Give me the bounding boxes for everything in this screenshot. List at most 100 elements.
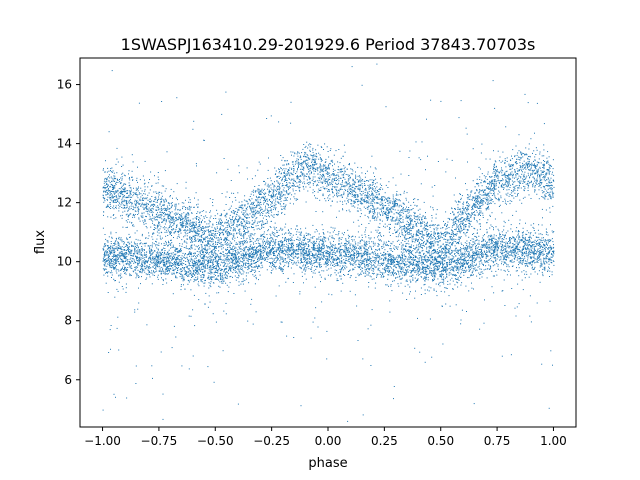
data-point [464,251,466,253]
data-point [373,237,375,239]
data-point [303,254,304,256]
data-point [201,263,203,265]
data-point [272,240,274,242]
data-point [375,249,377,250]
data-point [390,266,391,268]
data-point [245,241,246,243]
data-point [534,266,536,268]
data-point [206,252,207,254]
data-point [494,246,495,248]
data-point [184,271,186,273]
data-point [472,255,473,256]
data-point [470,247,472,249]
data-point [344,243,346,244]
data-point [141,261,143,263]
data-point [307,253,309,255]
data-point [333,263,335,265]
data-point [543,268,545,270]
data-point [425,278,427,280]
data-point [115,270,117,272]
data-point [160,238,162,240]
data-point [187,261,189,263]
data-point [493,253,495,255]
data-point [231,267,233,269]
data-point [191,248,193,250]
data-point [403,258,405,260]
data-point [376,266,378,268]
data-point [361,271,363,273]
data-point [515,239,516,240]
data-point [480,254,482,255]
data-point [124,267,126,269]
data-point [139,250,141,252]
data-point [552,247,554,249]
data-point [495,246,497,248]
data-point [257,259,259,261]
data-point [436,268,438,270]
data-point [157,276,159,278]
data-point [222,276,224,278]
data-point [412,263,414,265]
data-point [213,268,215,270]
data-point [169,271,171,273]
data-point [111,270,112,272]
data-point [366,244,368,246]
data-point [323,263,325,265]
data-point [530,273,532,275]
data-point [114,255,116,257]
data-point [527,239,529,241]
data-point [148,257,150,259]
data-point [249,240,251,242]
data-point [121,239,123,241]
data-point [204,266,206,268]
data-point [432,250,433,251]
data-point [493,249,495,251]
data-point [393,280,395,282]
data-point [287,232,289,234]
data-point [262,234,264,236]
data-point [438,255,440,257]
data-point [197,265,199,267]
data-point [538,256,540,258]
data-point [510,228,512,230]
data-point [309,251,311,253]
data-point [238,252,240,254]
data-point [151,257,153,259]
data-point [519,260,521,261]
data-point [155,244,157,245]
data-point [404,245,406,247]
data-point [495,241,497,242]
data-point [126,269,128,271]
data-point [130,255,132,257]
data-point [390,262,392,264]
data-point [131,250,132,252]
data-point [224,269,225,271]
data-point [499,234,501,235]
data-point [325,262,327,264]
data-point [228,265,230,267]
data-point [508,246,510,248]
data-point [112,247,113,249]
data-point [324,255,325,257]
data-point [142,250,144,252]
data-point [511,259,513,261]
data-point [395,273,397,275]
data-point [377,269,379,271]
data-point [238,275,240,277]
data-point [173,257,175,259]
data-point [528,244,530,246]
data-point [181,276,183,278]
data-point [273,254,275,256]
data-point [292,256,294,258]
data-point [168,256,170,258]
data-point [241,268,243,270]
data-point [129,251,131,253]
data-point [442,257,444,259]
data-point [418,237,420,239]
data-point [370,246,372,248]
data-point [488,247,490,249]
data-point [235,260,237,262]
data-point [174,261,175,263]
data-point [361,270,363,272]
data-point [521,249,523,251]
